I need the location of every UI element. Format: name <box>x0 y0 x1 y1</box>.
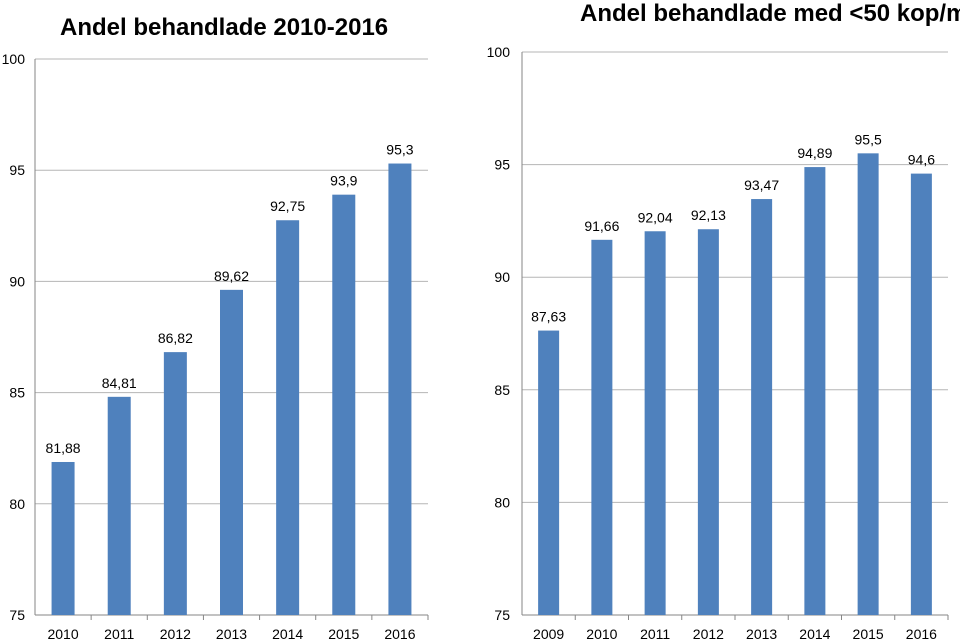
data-label: 87,63 <box>531 309 566 325</box>
y-tick-label: 85 <box>494 382 510 398</box>
y-tick-label: 95 <box>9 162 25 178</box>
y-tick-label: 80 <box>9 496 25 512</box>
data-label: 92,13 <box>691 207 726 223</box>
data-label: 94,89 <box>797 145 832 161</box>
y-tick-label: 80 <box>494 494 510 510</box>
bar <box>107 396 131 615</box>
chart-title: Andel behandlade 2010-2016 <box>60 14 389 41</box>
x-tick-label: 2015 <box>328 626 359 640</box>
y-tick-label: 75 <box>9 607 25 623</box>
chart-title: Andel behandlade med <50 kop/ml <box>580 0 960 27</box>
data-label: 91,66 <box>584 218 619 234</box>
data-label: 84,81 <box>102 375 137 391</box>
data-label: 92,75 <box>270 198 305 214</box>
y-tick-label: 90 <box>9 273 25 289</box>
data-label: 93,9 <box>330 173 357 189</box>
bar <box>220 289 243 615</box>
chart-left: Andel behandlade 2010-2016 75 80 85 90 95 100… <box>0 0 475 640</box>
data-label: 81,88 <box>46 440 81 456</box>
data-label: 95,3 <box>386 142 413 158</box>
x-tick-label: 2013 <box>746 626 777 640</box>
data-label: 92,04 <box>638 209 673 225</box>
bar <box>910 173 932 615</box>
x-tick-label: 2009 <box>533 626 564 640</box>
bar <box>804 167 826 615</box>
chart-right: Andel behandlade med <50 kop/ml 75 80 85 90… <box>480 0 960 640</box>
bar <box>591 239 613 615</box>
y-tick-label: 90 <box>494 269 510 285</box>
bar <box>163 352 187 615</box>
bar <box>644 231 666 615</box>
x-tick-label: 2010 <box>586 626 617 640</box>
data-label: 93,47 <box>744 177 779 193</box>
y-tick-label: 100 <box>487 44 511 60</box>
bar-chart-right: 75 80 85 90 95 100 87,63 2009 91,66 2010 92,04 2011… <box>487 44 949 640</box>
bar <box>857 153 879 615</box>
y-tick-label: 85 <box>9 385 25 401</box>
x-tick-label: 2016 <box>384 626 415 640</box>
data-label: 89,62 <box>214 268 249 284</box>
x-tick-label: 2015 <box>853 626 884 640</box>
x-tick-label: 2014 <box>272 626 303 640</box>
bar <box>388 163 412 615</box>
x-tick-label: 2013 <box>216 626 247 640</box>
y-tick-label: 95 <box>494 157 510 173</box>
x-tick-label: 2012 <box>693 626 724 640</box>
bar <box>751 199 773 615</box>
x-tick-label: 2010 <box>47 626 78 640</box>
y-tick-label: 100 <box>2 51 26 67</box>
x-tick-label: 2011 <box>104 626 134 640</box>
bar-chart-left: 75 80 85 90 95 100 81,88 2010 84,81 2011 86,82 2012… <box>2 51 429 640</box>
x-tick-label: 2012 <box>160 626 191 640</box>
data-label: 86,82 <box>158 330 193 346</box>
x-tick-label: 2014 <box>799 626 830 640</box>
x-tick-label: 2011 <box>640 626 670 640</box>
bar <box>51 461 75 615</box>
y-tick-label: 75 <box>494 607 510 623</box>
data-label: 95,5 <box>855 131 882 147</box>
data-label: 94,6 <box>908 152 935 168</box>
bar <box>332 194 356 615</box>
bar <box>697 229 719 615</box>
x-tick-label: 2016 <box>906 626 937 640</box>
bar <box>538 330 560 615</box>
bar <box>276 220 300 616</box>
